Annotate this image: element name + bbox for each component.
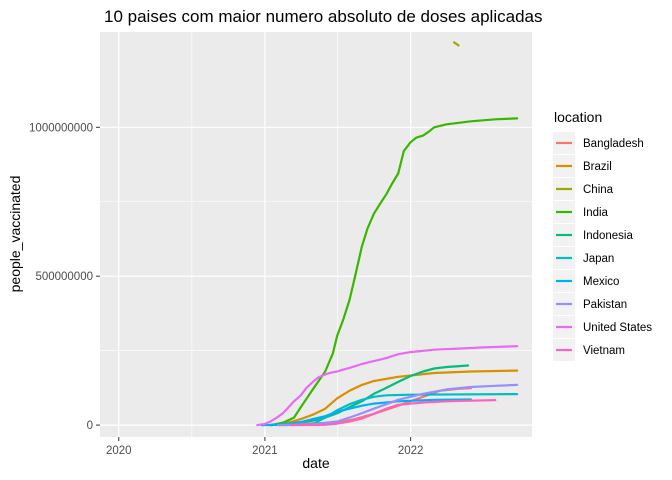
legend-item: Mexico (553, 270, 619, 292)
y-tick-label: 0 (87, 420, 93, 432)
series-lines (256, 41, 519, 427)
x-axis-title: date (302, 455, 329, 471)
legend-label: Mexico (583, 276, 619, 288)
legend-label: Pakistan (583, 299, 627, 311)
legend-label: China (583, 184, 614, 196)
legend-label: Vietnam (583, 345, 625, 357)
series-line-indonesia (268, 364, 470, 427)
minor-gridlines (100, 32, 532, 437)
axis-ticks: 0 500000000 1000000000 2020 2021 2022 (29, 122, 423, 457)
legend-title: location (554, 109, 602, 125)
x-tick-label: 2021 (252, 445, 278, 457)
legend-item: India (553, 201, 609, 223)
series-line-vietnam (290, 399, 497, 427)
series-line-china (453, 41, 460, 47)
y-tick-label: 1000000000 (29, 122, 93, 134)
legend-item: Bangladesh (553, 132, 644, 154)
legend-label: Indonesia (583, 230, 633, 242)
legend-item: Brazil (553, 155, 612, 177)
legend-label: Bangladesh (583, 138, 644, 150)
legend-item: Pakistan (553, 293, 627, 315)
legend-label: Brazil (583, 161, 612, 173)
legend-label: Japan (583, 253, 614, 265)
legend-label: India (583, 207, 609, 219)
x-tick-label: 2020 (106, 445, 132, 457)
legend: location Bangladesh Brazil China India Indon… (553, 109, 652, 361)
series-line-brazil (270, 369, 519, 427)
chart-title: 10 paises com maior numero absoluto de d… (104, 7, 542, 26)
series-line-united-states (256, 345, 519, 427)
legend-item: Vietnam (553, 339, 625, 361)
series-line-india (269, 117, 519, 427)
series-line-pakistan (277, 383, 519, 427)
legend-item: Indonesia (553, 224, 633, 246)
y-tick-label: 500000000 (35, 271, 93, 283)
legend-label: United States (583, 322, 652, 334)
plot-panel (100, 32, 532, 437)
legend-item: United States (553, 316, 652, 338)
x-tick-label: 2022 (398, 445, 424, 457)
legend-item: China (553, 178, 614, 200)
y-axis-title: people_vaccinated (7, 176, 23, 293)
legend-item: Japan (553, 247, 614, 269)
